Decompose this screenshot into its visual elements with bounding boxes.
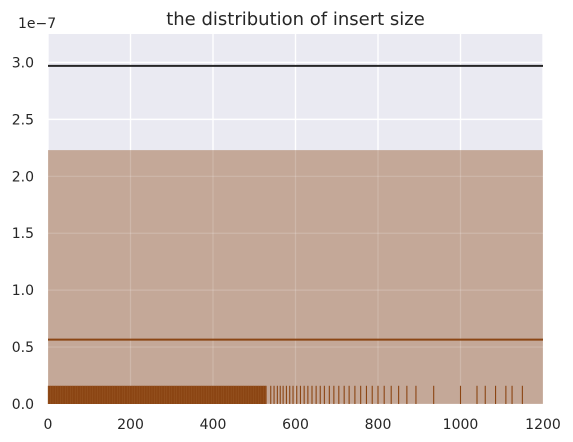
y-tick-labels: 0.0 0.5 1.0 1.5 2.0 2.5 3.0 [12, 55, 34, 413]
rug-marks [47, 385, 523, 404]
histogram-bar [48, 150, 543, 404]
x-tick-label: 1000 [443, 417, 479, 433]
chart-title: the distribution of insert size [166, 9, 425, 30]
y-tick-label: 1.5 [12, 226, 34, 242]
x-tick-labels: 0 200 400 600 800 1000 1200 [44, 417, 561, 433]
x-tick-label: 1200 [525, 417, 561, 433]
y-tick-label: 1.0 [12, 283, 34, 299]
x-tick-label: 600 [282, 417, 309, 433]
x-tick-label: 200 [117, 417, 144, 433]
y-tick-label: 0.5 [12, 340, 34, 356]
y-tick-label: 0.0 [12, 397, 34, 413]
y-tick-label: 2.5 [12, 112, 34, 128]
grid-lines-over-bar [47, 150, 544, 405]
y-tick-label: 3.0 [12, 55, 34, 71]
x-tick-label: 800 [365, 417, 392, 433]
x-tick-label: 400 [200, 417, 227, 433]
y-scale-label: 1e−7 [18, 16, 56, 32]
y-tick-label: 2.0 [12, 169, 34, 185]
horizontal-lines [48, 64, 543, 341]
x-tick-label: 0 [44, 417, 53, 433]
